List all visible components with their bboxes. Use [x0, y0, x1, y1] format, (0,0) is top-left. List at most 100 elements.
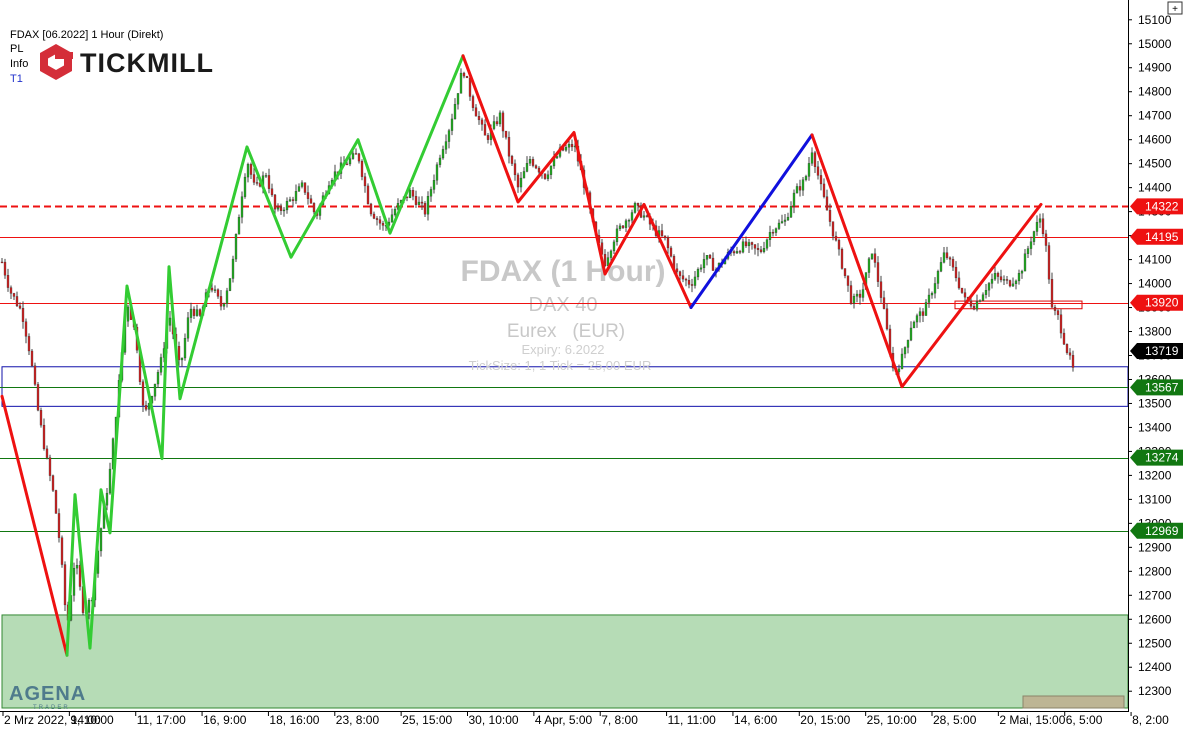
candle-body [453, 104, 457, 120]
y-tick-label: 12800 [1138, 564, 1172, 578]
candle-body [354, 153, 358, 155]
candle-body [1029, 241, 1033, 249]
candle-body [1041, 218, 1045, 235]
candle-body [75, 565, 79, 569]
instrument-title: FDAX [06.2022] 1 Hour (Direkt) [10, 29, 163, 41]
menu-item-pl[interactable]: PL [10, 43, 23, 55]
candle-body [312, 203, 316, 213]
y-tick-label: 13800 [1138, 325, 1172, 339]
x-tick-label: 2 Mai, 15:00 [999, 713, 1065, 727]
candle-body [237, 217, 241, 235]
y-tick-label: 13500 [1138, 396, 1172, 410]
candle-body [846, 275, 850, 286]
candle-body [219, 296, 223, 307]
candle-body [978, 300, 982, 302]
candle-body [1035, 222, 1039, 232]
time-axis[interactable]: 2 Mrz 2022, 14:009, 10:00 11, 17:00 16, 9:… [0, 711, 1169, 729]
candle-body [222, 303, 226, 307]
candle-body [438, 157, 442, 165]
candle-body [858, 293, 862, 298]
zigzag-leg-4 [689, 133, 814, 309]
candle-body [975, 301, 979, 310]
candle-body [156, 372, 160, 385]
level-13274-tag [1130, 449, 1183, 466]
x-tick-label: 4 Apr, 5:00 [535, 713, 593, 727]
x-tick-label: 23, 8:00 [336, 713, 380, 727]
y-tick-label: 14400 [1138, 181, 1172, 195]
x-tick-label: 11, 17:00 [137, 713, 186, 727]
scrollbar-thumb[interactable] [1022, 695, 1125, 709]
candle-body [126, 306, 130, 322]
candle-body [702, 259, 706, 269]
y-tick-label: 14900 [1138, 61, 1172, 75]
zigzag-leg-3 [461, 54, 693, 309]
candle-body [63, 564, 67, 606]
candle-body [981, 294, 985, 301]
candle-body [921, 311, 925, 316]
watermark-index: DAX 40 [529, 294, 598, 316]
candle-body [837, 240, 841, 250]
candle-body [345, 163, 349, 166]
candle-body [411, 190, 415, 197]
y-tick-label: 12700 [1138, 588, 1172, 602]
candle-body [1053, 307, 1057, 311]
candle-body [39, 410, 43, 426]
candle-body [804, 176, 808, 180]
tickmill-logo: TICKMILL [40, 44, 213, 80]
candle-body [474, 107, 478, 117]
candle-body [546, 174, 550, 179]
candle-body [627, 220, 631, 222]
candle-body [246, 164, 250, 178]
candle-body [1002, 279, 1006, 281]
candle-body [177, 346, 181, 361]
candle-body [480, 119, 484, 125]
zigzag-leg-5 [810, 133, 1043, 389]
candle-body [423, 203, 427, 215]
last-price-tag [1130, 342, 1183, 359]
x-tick-label: 2 Mrz 2022, 14:00 [4, 713, 101, 727]
candle-body [669, 247, 673, 257]
candle-body [108, 468, 112, 494]
agena-logo: AGENA TRADER [9, 683, 85, 711]
candle-body [924, 302, 928, 316]
candle-body [912, 321, 916, 329]
watermark-ticksize: TickSize: 1, 1 Tick = 25,00 EUR [469, 358, 652, 373]
candle-body [51, 475, 55, 491]
candle-body [795, 186, 799, 194]
price-axis[interactable]: 1230012400125001260012700128001290013000… [1128, 0, 1185, 729]
candle-body [861, 289, 865, 298]
candle-body [1065, 344, 1069, 353]
candle-body [426, 196, 430, 215]
candle-body [636, 203, 640, 206]
maximize-button[interactable]: + [1167, 1, 1183, 15]
x-tick-label: 25, 15:00 [402, 713, 452, 727]
candle-body [447, 130, 451, 142]
candle-body [186, 317, 190, 339]
candle-body [684, 278, 688, 281]
candle-body [951, 259, 955, 268]
candle-body [918, 311, 922, 316]
candle-body [708, 255, 712, 259]
level-12969-label: 12969 [1145, 524, 1179, 538]
candle-body [78, 565, 82, 587]
candle-body [276, 207, 280, 210]
candle-body [1020, 270, 1024, 274]
candle-body [273, 194, 277, 210]
menu-item-info[interactable]: Info [10, 58, 28, 70]
candle-body [885, 308, 889, 330]
candle-body [267, 175, 271, 189]
y-tick-label: 15100 [1138, 13, 1172, 27]
candle-body [771, 232, 775, 234]
candle-body [609, 250, 613, 258]
candle-body [798, 186, 802, 191]
candle-body [87, 600, 91, 613]
menu-item-t1[interactable]: T1 [10, 73, 23, 85]
candle-body [486, 135, 490, 140]
candle-body [750, 242, 754, 245]
candle-body [618, 225, 622, 230]
candle-body [279, 207, 283, 211]
candle-body [1005, 279, 1009, 281]
levels-layer [0, 205, 1128, 532]
